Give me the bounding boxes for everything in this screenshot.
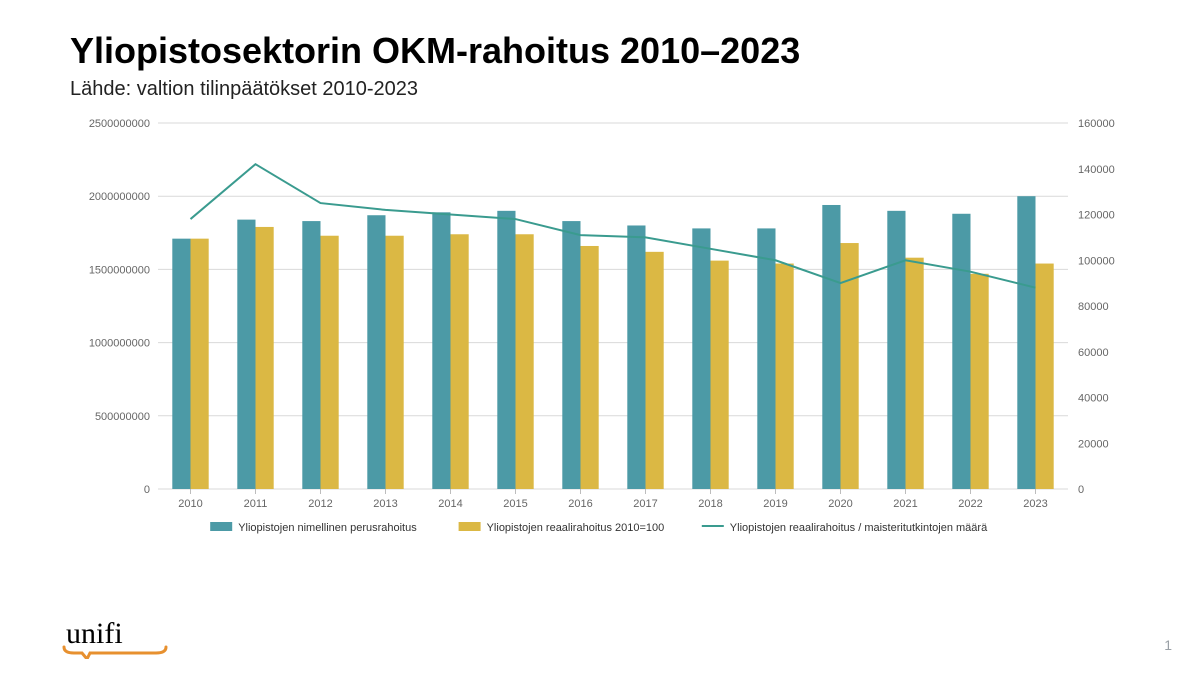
legend-swatch [459, 522, 481, 531]
bar-real [516, 234, 534, 489]
y-left-tick: 0 [144, 484, 150, 496]
bar-real [581, 246, 599, 489]
bar-real [711, 261, 729, 489]
y-right-tick: 140000 [1078, 164, 1115, 176]
page-subtitle: Lähde: valtion tilinpäätökset 2010-2023 [70, 78, 1130, 101]
bar-real [386, 236, 404, 489]
y-right-tick: 80000 [1078, 301, 1109, 313]
bar-nominal [757, 228, 775, 489]
y-right-tick: 60000 [1078, 347, 1109, 359]
bar-real [776, 264, 794, 489]
bar-nominal [562, 221, 580, 489]
bar-real [451, 234, 469, 489]
legend-label: Yliopistojen nimellinen perusrahoitus [238, 522, 417, 534]
bar-real [256, 227, 274, 489]
bar-nominal [952, 214, 970, 489]
x-tick: 2011 [244, 498, 268, 510]
legend-label: Yliopistojen reaalirahoitus / maisteritu… [730, 522, 988, 534]
y-left-tick: 2000000000 [89, 191, 150, 203]
x-tick: 2012 [308, 498, 332, 510]
chart-svg: 0 500000000 1000000000 1500000000 2000000000… [70, 115, 1130, 545]
bar-nominal [822, 205, 840, 489]
y-right-tick: 120000 [1078, 210, 1115, 222]
x-tick: 2019 [763, 498, 787, 510]
x-tick: 2021 [893, 498, 917, 510]
x-tick: 2015 [503, 498, 527, 510]
bar-nominal [692, 228, 710, 489]
bar-nominal [432, 212, 450, 489]
y-right-tick: 0 [1078, 484, 1084, 496]
bar-nominal [172, 239, 190, 489]
page-number: 1 [1164, 637, 1172, 653]
logo-text: unifi [66, 617, 123, 650]
bar-real [1036, 264, 1054, 489]
x-tick: 2020 [828, 498, 852, 510]
y-right-tick: 160000 [1078, 118, 1115, 130]
y-right-tick: 40000 [1078, 393, 1109, 405]
x-tick: 2022 [958, 498, 982, 510]
bar-nominal [302, 221, 320, 489]
bar-nominal [497, 211, 515, 489]
legend-swatch [210, 522, 232, 531]
bar-nominal [887, 211, 905, 489]
y-right-tick: 20000 [1078, 438, 1109, 450]
x-tick: 2017 [633, 498, 657, 510]
bar-real [906, 258, 924, 489]
bar-nominal [237, 220, 255, 489]
legend-label: Yliopistojen reaalirahoitus 2010=100 [487, 522, 665, 534]
bar-nominal [367, 215, 385, 489]
unifi-logo: unifi [60, 613, 170, 659]
y-left-tick: 2500000000 [89, 118, 150, 130]
bar-real [321, 236, 339, 489]
x-tick: 2023 [1023, 498, 1047, 510]
x-tick: 2018 [698, 498, 722, 510]
bar-real [646, 252, 664, 489]
chart-area: 0 500000000 1000000000 1500000000 2000000000… [70, 115, 1130, 545]
bar-real [971, 274, 989, 489]
bar-nominal [627, 225, 645, 489]
page-title: Yliopistosektorin OKM-rahoitus 2010–2023 [70, 30, 1130, 72]
y-left-tick: 1000000000 [89, 338, 150, 350]
x-tick: 2010 [178, 498, 202, 510]
y-left-tick: 1500000000 [89, 264, 150, 276]
y-right-tick: 100000 [1078, 255, 1115, 267]
bar-real [191, 239, 209, 489]
bar-nominal [1017, 196, 1035, 489]
x-tick: 2014 [438, 498, 462, 510]
y-left-tick: 500000000 [95, 411, 150, 423]
x-tick: 2013 [373, 498, 397, 510]
x-tick: 2016 [568, 498, 592, 510]
